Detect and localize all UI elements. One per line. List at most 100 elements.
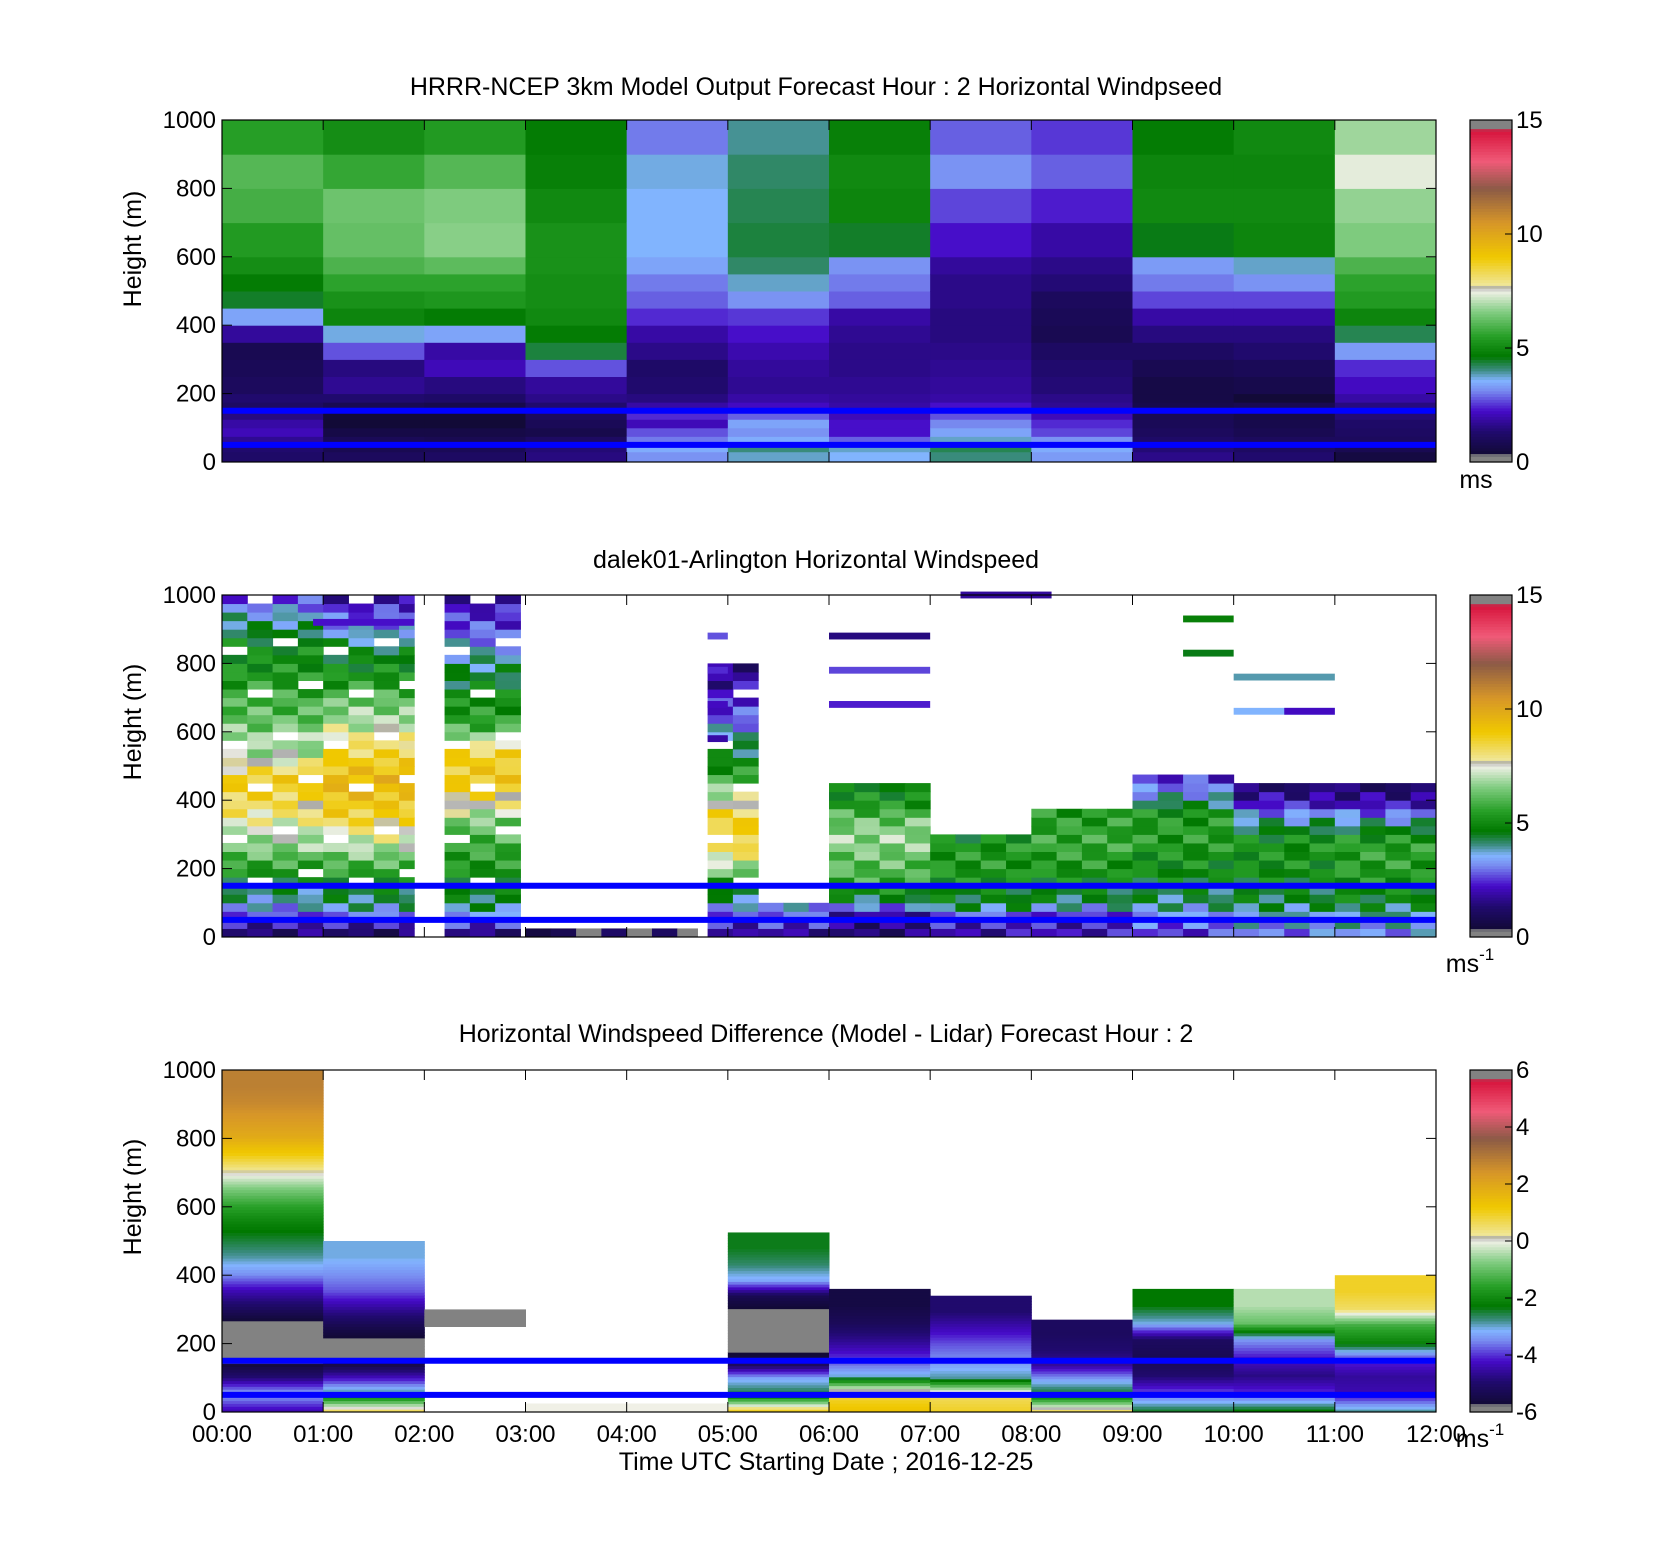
heatmap-cell [829,359,931,377]
colorbar-segment [1470,456,1512,460]
heatmap-cell [930,834,956,844]
heatmap-cell [348,800,375,810]
heatmap-cell [222,1107,324,1111]
heatmap-cell [1334,1340,1437,1345]
heatmap-cell [222,1115,324,1119]
heatmap-cell [727,256,830,275]
heatmap-cell [222,885,248,895]
heatmap-cell [930,1312,1032,1316]
heatmap-cell [727,1275,830,1280]
heatmap-cell [727,1243,830,1247]
heatmap-cell [424,376,526,395]
heatmap-cell [626,342,729,360]
heatmap-cell [297,603,324,613]
heatmap-cell [222,1406,324,1410]
colorbar-segment [1470,162,1512,167]
heatmap-cell [854,825,881,835]
heatmap-cell [247,928,274,938]
heatmap-cell [297,697,324,707]
colorbar-segment [1470,1372,1512,1376]
heatmap-cell [444,919,471,929]
colorbar-segment [1470,1235,1512,1239]
heatmap-cell [1258,885,1285,895]
heatmap-cell [930,120,1032,155]
heatmap-cell [495,740,521,750]
heatmap-cell [1233,1321,1336,1325]
heatmap-cell [222,1203,324,1208]
heatmap-cell [272,595,299,605]
colorbar-segment [1470,248,1512,252]
heatmap-cell [829,1318,931,1322]
heatmap-cell [626,402,729,412]
heatmap-cell [732,740,759,750]
colorbar-segment [1470,1206,1512,1211]
heatmap-cell [525,1409,628,1412]
colorbar-segment [1470,325,1512,329]
heatmap-cell [1385,842,1412,852]
colorbar-segment [1470,148,1512,152]
heatmap-cell [424,393,526,403]
heatmap-cell [323,325,425,343]
colorbar-segment [1470,811,1512,816]
heatmap-cell [222,1374,324,1379]
heatmap-cell [1233,1373,1336,1378]
heatmap-cell [854,928,881,938]
heatmap-cell [1031,1404,1133,1408]
colorbar-segment [1470,703,1512,707]
heatmap-cell [1031,1381,1133,1385]
heatmap-cell [601,928,628,938]
heatmap-cell [272,800,299,810]
heatmap-cell [247,911,274,921]
heatmap-cell [1081,825,1108,835]
heatmap-cell [373,766,400,776]
colorbar-tick-label: 10 [1516,221,1543,248]
colorbar-segment [1470,788,1512,793]
heatmap-cell [373,842,400,852]
heatmap-cell [854,902,881,912]
heatmap-cell [1258,928,1285,938]
heatmap-cell [732,851,759,861]
heatmap-cell [323,783,349,793]
heatmap-cell [1107,860,1133,870]
heatmap-cell [348,860,375,870]
colorbar-segment [1470,444,1512,449]
heatmap-cell [495,748,521,758]
heatmap-cell [879,868,906,878]
heatmap-cell [1031,1319,1133,1323]
heatmap-cell [297,808,324,818]
heatmap-cell [222,1169,324,1174]
heatmap-cell [1081,894,1108,904]
colorbar-segment [1470,390,1512,395]
heatmap-cell [1360,885,1386,895]
heatmap-cell [272,671,299,681]
colorbar-segment [1470,1266,1512,1271]
heatmap-cell [1208,902,1235,912]
heatmap-cell [323,359,425,377]
heatmap-cell [323,1283,425,1288]
heatmap-cell [323,1380,425,1384]
heatmap-cell [297,817,324,827]
colorbar-frame [1469,594,1513,938]
heatmap-cell [399,603,415,613]
heatmap-cell [829,273,931,292]
heatmap-cell [707,894,734,904]
heatmap-cell [1258,825,1285,835]
heatmap-cell [1031,868,1058,878]
heatmap-cell [469,766,496,776]
colorbar-segment [1470,609,1512,613]
heatmap-cell [727,1327,830,1331]
heatmap-cell [297,731,324,741]
heatmap-cell [1107,885,1133,895]
colorbar-segment [1470,606,1512,610]
heatmap-cell [980,877,1007,887]
heatmap-cell [222,1184,324,1188]
heatmap-cell [1183,877,1209,887]
colorbar-segment [1470,597,1512,602]
heatmap-cell [829,817,855,827]
heatmap-cell [469,740,496,750]
heatmap-cell [222,663,248,673]
colorbar-segment [1470,1166,1512,1171]
heatmap-cell [1334,808,1361,818]
heatmap-cell [1031,808,1058,818]
heatmap-cell [469,723,496,733]
